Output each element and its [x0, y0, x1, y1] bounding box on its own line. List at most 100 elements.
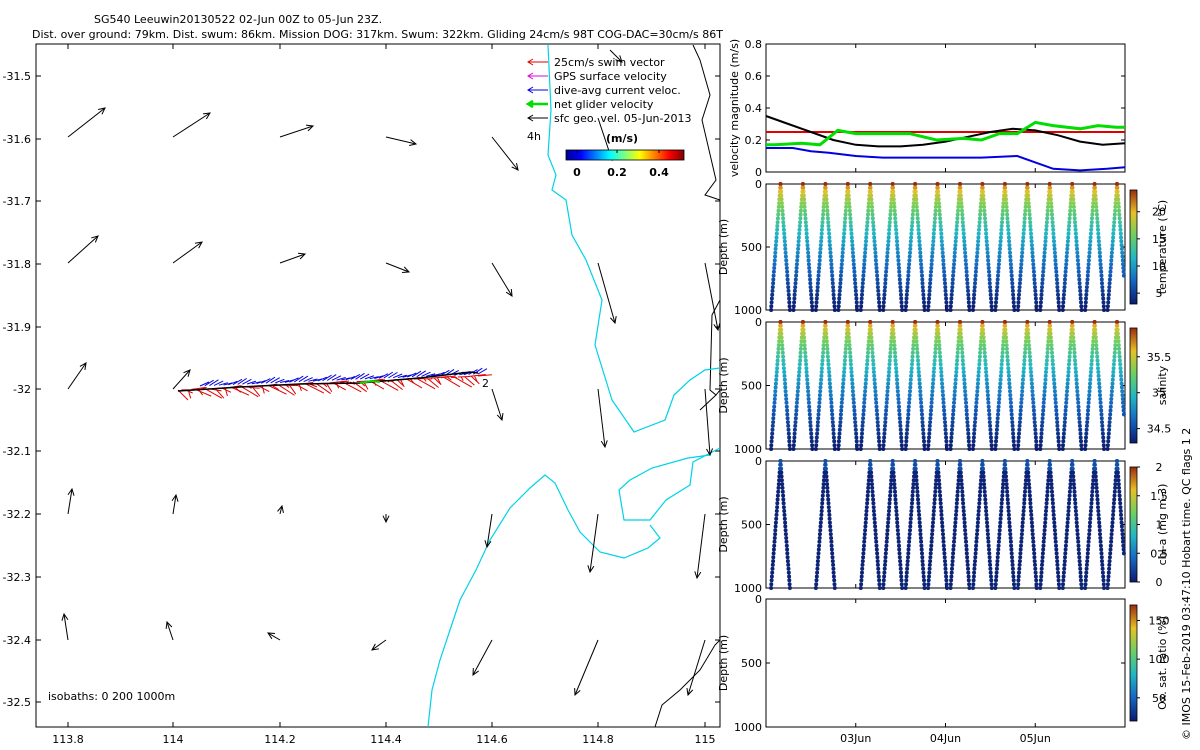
- profile-point: [1016, 443, 1021, 448]
- profile-point: [963, 250, 968, 255]
- profile-point: [955, 497, 960, 502]
- profile-point: [1063, 543, 1068, 548]
- profile-point: [954, 505, 959, 510]
- chlorophyll-colorbar-tick-label: 1.5: [1150, 490, 1168, 503]
- profile-point: [1093, 197, 1098, 202]
- profile-point: [994, 296, 999, 301]
- profile-point: [1029, 516, 1034, 521]
- profile-point: [931, 239, 936, 244]
- profile-point: [1072, 489, 1077, 494]
- profile-point: [999, 227, 1004, 232]
- profile-point: [779, 339, 784, 344]
- profile-point: [1097, 243, 1102, 248]
- profile-point: [827, 239, 832, 244]
- profile-point: [773, 254, 778, 259]
- profile-point: [772, 397, 777, 401]
- profile-point: [1109, 258, 1114, 263]
- profile-point: [1019, 536, 1024, 540]
- profile-point: [986, 536, 991, 540]
- profile-point: [832, 443, 837, 448]
- profile-point: [978, 346, 983, 351]
- profile-point: [792, 427, 797, 432]
- profile-point: [1049, 485, 1054, 490]
- oxygen-colorbar-tick-label: 150: [1149, 614, 1170, 627]
- profile-point: [977, 216, 982, 221]
- profile-point: [1056, 443, 1061, 448]
- velocity-arrowhead: [505, 288, 513, 297]
- profile-point: [861, 273, 866, 278]
- profile-point: [817, 536, 822, 540]
- profile-point: [1020, 385, 1025, 390]
- profile-point: [825, 204, 830, 209]
- profile-point: [794, 273, 799, 278]
- profile-point: [971, 578, 976, 583]
- profile-point: [935, 323, 940, 328]
- profile-point: [1005, 216, 1010, 221]
- profile-point: [1020, 389, 1025, 394]
- profile-point: [1032, 420, 1037, 425]
- profile-point: [1089, 227, 1094, 232]
- profile-point: [930, 524, 935, 529]
- profile-point: [907, 536, 912, 540]
- profile-point: [891, 474, 896, 479]
- profile-point: [891, 193, 896, 198]
- profile-point: [1043, 243, 1048, 248]
- profile-point: [877, 300, 882, 305]
- profile-point: [1120, 397, 1125, 401]
- profile-point: [884, 404, 889, 409]
- profile-point: [840, 254, 845, 259]
- profile-point: [885, 385, 890, 390]
- profile-point: [1076, 400, 1081, 405]
- profile-point: [787, 582, 792, 587]
- profile-point: [1095, 216, 1100, 221]
- profile-point: [831, 574, 836, 579]
- profile-point: [883, 420, 888, 425]
- profile-point: [865, 216, 870, 221]
- profile-point: [1093, 466, 1098, 471]
- salinity-colorbar-tick-label: 35.5: [1147, 351, 1172, 364]
- profile-point: [1031, 258, 1035, 263]
- profile-point: [828, 524, 833, 529]
- profile-point: [825, 216, 830, 221]
- profile-point: [906, 412, 911, 417]
- profile-point: [1019, 532, 1024, 537]
- profile-point: [785, 408, 790, 413]
- profile-point: [832, 582, 837, 587]
- profile-point: [873, 524, 878, 529]
- profile-point: [988, 423, 993, 428]
- velocity-ytick-label: 0.6: [745, 70, 763, 83]
- profile-point: [862, 254, 867, 259]
- dive-avg-current-vector: [209, 379, 219, 387]
- profile-point: [770, 285, 775, 290]
- profile-point: [899, 582, 904, 587]
- profile-point: [1011, 578, 1016, 583]
- profile-point: [779, 197, 784, 202]
- profile-point: [1091, 339, 1096, 344]
- profile-point: [795, 393, 800, 398]
- profile-point: [959, 335, 964, 340]
- profile-point: [1031, 536, 1035, 540]
- profile-point: [869, 339, 874, 344]
- profile-point: [966, 292, 971, 297]
- profile-point: [1048, 185, 1052, 190]
- profile-point: [956, 482, 961, 487]
- profile-point: [885, 536, 889, 540]
- profile-point: [927, 296, 931, 301]
- profile-point: [1043, 381, 1048, 386]
- profile-point: [954, 501, 959, 506]
- profile-point: [773, 528, 778, 533]
- profile-point: [906, 543, 911, 548]
- profile-point: [942, 551, 947, 556]
- profile-point: [1068, 208, 1073, 213]
- profile-point: [908, 520, 913, 525]
- profile-point: [905, 281, 910, 286]
- velocity-arrowhead: [713, 323, 721, 332]
- profile-point: [769, 447, 774, 451]
- profile-point: [870, 485, 875, 490]
- profile-point: [882, 288, 887, 293]
- profile-point: [1027, 204, 1031, 209]
- profile-point: [1050, 354, 1055, 359]
- profile-point: [1029, 377, 1034, 382]
- swim-vector: [470, 375, 480, 385]
- profile-point: [1071, 331, 1075, 336]
